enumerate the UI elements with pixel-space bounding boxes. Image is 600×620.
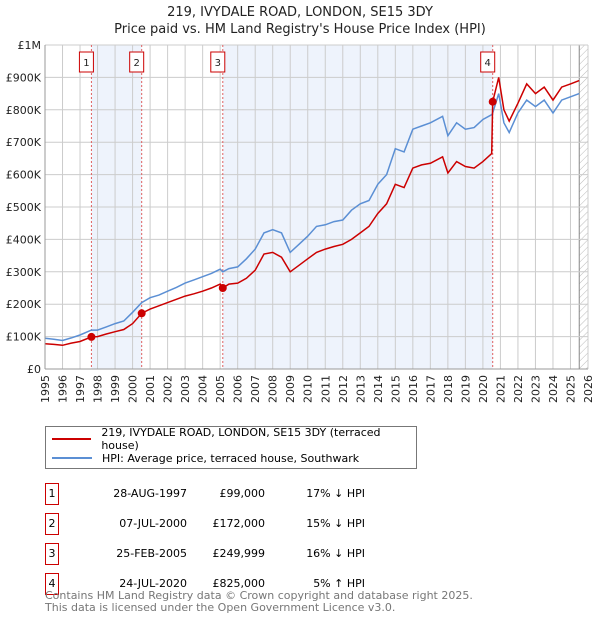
sale-hpi-diff: 16% ↓ HPI [306, 547, 365, 560]
y-tick-label: £800K [6, 104, 42, 117]
sale-number: 1 [45, 483, 59, 505]
sale-row: 1 28-AUG-1997 £99,000 17% ↓ HPI [45, 483, 445, 505]
y-tick-label: £0 [27, 363, 41, 376]
x-tick-label: 1997 [74, 375, 87, 403]
legend-item-property: 219, IVYDALE ROAD, LONDON, SE15 3DY (ter… [52, 426, 416, 452]
y-tick-label: £700K [6, 136, 42, 149]
legend-label: 219, IVYDALE ROAD, LONDON, SE15 3DY (ter… [101, 426, 381, 452]
x-tick-label: 2000 [127, 375, 140, 403]
x-tick-label: 2011 [319, 375, 332, 403]
x-tick-label: 2021 [494, 375, 507, 403]
x-tick-label: 1998 [92, 375, 105, 403]
y-tick-label: £400K [6, 233, 42, 246]
x-tick-label: 2013 [354, 375, 367, 403]
sale-date: 25-FEB-2005 [116, 547, 187, 560]
y-tick-label: £500K [6, 201, 42, 214]
legend-label: HPI: Average price, terraced house, Sout… [102, 451, 360, 465]
red-line-swatch [52, 438, 92, 440]
sale-hpi-diff: 5% ↑ HPI [313, 577, 365, 590]
hpi-line [44, 92, 580, 342]
footer-licence: This data is licensed under the Open Gov… [45, 601, 396, 614]
sale-date: 24-JUL-2020 [119, 577, 187, 590]
x-tick-label: 2012 [337, 375, 350, 403]
sale-row: 3 25-FEB-2005 £249,999 16% ↓ HPI [45, 543, 445, 565]
y-tick-label: £900K [6, 71, 42, 84]
sale-number: 3 [45, 543, 59, 565]
x-tick-label: 2003 [179, 375, 192, 403]
sale-label-border [480, 51, 496, 73]
sale-label-border [129, 51, 145, 73]
sale-date: 07-JUL-2000 [119, 517, 187, 530]
sale-label-box: 2 [129, 51, 145, 73]
sale-label-number: 3 [215, 58, 221, 69]
x-tick-label: 2017 [424, 375, 437, 403]
x-tick-label: 2025 [564, 375, 577, 403]
property-price-line [44, 77, 580, 347]
sale-hpi-diff: 17% ↓ HPI [306, 487, 365, 500]
sale-point [218, 284, 227, 293]
sale-row: 4 24-JUL-2020 £825,000 5% ↑ HPI [45, 573, 445, 595]
legend-item-hpi: HPI: Average price, terraced house, Sout… [52, 450, 359, 466]
sale-label-box: 4 [480, 51, 496, 73]
sale-number: 2 [45, 513, 59, 535]
sale-label-number: 1 [83, 58, 89, 69]
y-tick-label: £300K [6, 266, 42, 279]
sale-label-box: 3 [210, 51, 226, 73]
x-tick-label: 1995 [39, 375, 52, 403]
y-tick-label: £200K [6, 298, 42, 311]
sale-number: 4 [45, 573, 59, 595]
x-tick-label: 2004 [197, 375, 210, 403]
sale-point [488, 97, 497, 106]
x-tick-label: 1999 [109, 375, 122, 403]
sale-label-number: 4 [485, 58, 491, 69]
x-tick-label: 2014 [372, 375, 385, 403]
x-tick-label: 2006 [232, 375, 245, 403]
x-tick-label: 2015 [389, 375, 402, 403]
sale-label-border [210, 51, 226, 73]
sale-label-number: 2 [134, 58, 140, 69]
sale-row: 2 07-JUL-2000 £172,000 15% ↓ HPI [45, 513, 445, 535]
x-tick-label: 2007 [249, 375, 262, 403]
price-chart: 1995 1996 1997 1998 1999 2000 2001 2002 2003 2004… [6, 39, 595, 403]
sale-label-border [78, 51, 94, 73]
legend: 219, IVYDALE ROAD, LONDON, SE15 3DY (ter… [45, 426, 417, 469]
x-tick-label: 2026 [582, 375, 595, 403]
sale-date: 28-AUG-1997 [113, 487, 187, 500]
x-tick-label: 2002 [162, 375, 175, 403]
x-tick-label: 2008 [267, 375, 280, 403]
x-tick-label: 1996 [57, 375, 70, 403]
y-tick-label: £1M [18, 39, 42, 52]
x-tick-label: 2023 [529, 375, 542, 403]
x-tick-label: 2018 [442, 375, 455, 403]
footer-copyright: Contains HM Land Registry data © Crown c… [45, 589, 473, 602]
sale-hpi-diff: 15% ↓ HPI [306, 517, 365, 530]
x-tick-label: 2016 [407, 375, 420, 403]
x-tick-label: 2020 [477, 375, 490, 403]
x-tick-label: 2024 [547, 375, 560, 403]
blue-line-swatch [52, 457, 92, 459]
sale-price: £249,999 [212, 547, 266, 560]
x-tick-label: 2022 [512, 375, 525, 403]
x-tick-label: 2001 [144, 375, 157, 403]
y-tick-label: £100K [6, 331, 42, 344]
sale-label-box: 1 [78, 51, 94, 73]
sale-price: £172,000 [212, 517, 266, 530]
chart-subtitle: Price paid vs. HM Land Registry's House … [114, 22, 486, 37]
chart-title: 219, IVYDALE ROAD, LONDON, SE15 3DY [167, 5, 433, 20]
sale-price: £99,000 [219, 487, 266, 500]
sale-point [87, 332, 96, 341]
x-tick-label: 2019 [459, 375, 472, 403]
x-tick-label: 2009 [284, 375, 297, 403]
x-tick-label: 2005 [214, 375, 227, 403]
y-tick-label: £600K [6, 169, 42, 182]
sale-point [137, 309, 146, 318]
x-tick-label: 2010 [302, 375, 315, 403]
sale-price: £825,000 [212, 577, 266, 590]
